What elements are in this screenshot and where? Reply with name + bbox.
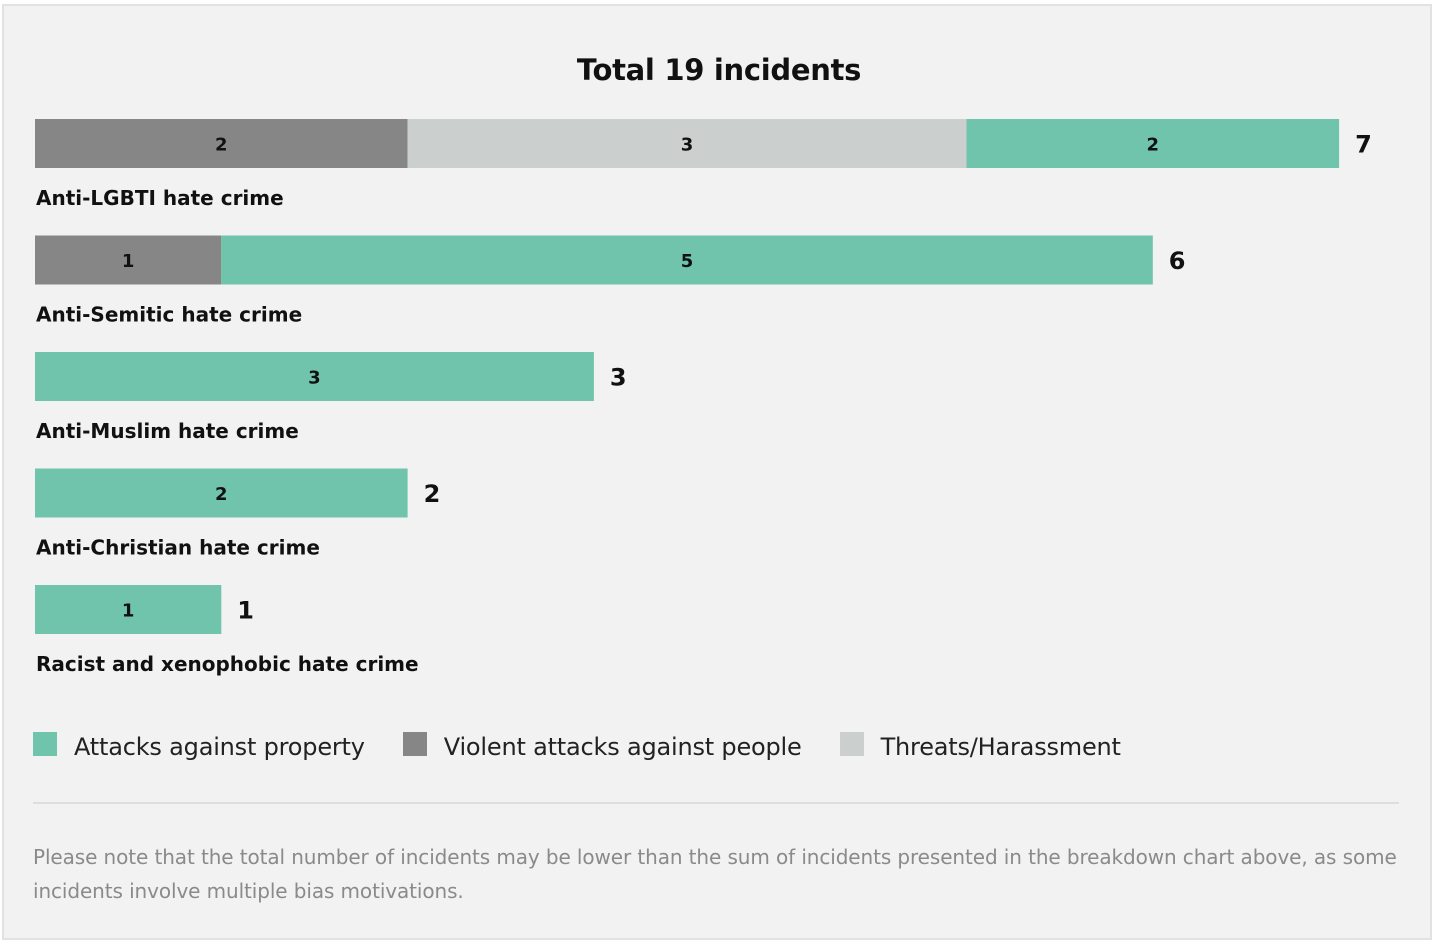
bar-value-label: 2 xyxy=(215,484,228,505)
legend-item-threats[interactable]: Threats/Harassment xyxy=(839,732,1121,761)
bar-total-label: 3 xyxy=(610,364,627,392)
footnote: Please note that the total number of inc… xyxy=(33,845,1397,903)
bar-value-label: 1 xyxy=(122,601,135,622)
divider xyxy=(33,802,1399,804)
stacked-bar-chart: 2 3 2 7 Anti-LGBTI hate crime 1 5 6 Anti-Semitic… xyxy=(35,119,1372,676)
bar-value-label: 5 xyxy=(681,251,694,272)
legend-item-property[interactable]: Attacks against property xyxy=(33,732,365,761)
bar-segment-anti-lgbti-hate-crime-attacks-against-property xyxy=(966,119,1340,168)
legend-swatch-property xyxy=(33,732,57,756)
bar-value-label: 2 xyxy=(1147,135,1160,156)
bar-segment-anti-muslim-hate-crime-attacks-against-property xyxy=(35,352,594,401)
legend-item-violent[interactable]: Violent attacks against people xyxy=(402,732,802,761)
chart-title: Total 19 incidents xyxy=(576,53,862,87)
bar-segment-anti-lgbti-hate-crime-violent-attacks-against-people xyxy=(35,119,408,168)
bar-segment-anti-lgbti-hate-crime-threats-harassment xyxy=(407,119,967,168)
legend-swatch-threats xyxy=(839,732,864,756)
bar-value-label: 3 xyxy=(308,368,321,389)
bar-value-label: 2 xyxy=(215,135,228,156)
category-label: Anti-LGBTI hate crime xyxy=(36,186,284,210)
category-label: Racist and xenophobic hate crime xyxy=(36,652,419,676)
category-label: Anti-Christian hate crime xyxy=(36,536,320,560)
legend-swatch-violent xyxy=(402,732,427,756)
bar-segment-racist-and-xenophobic-hate-crime-attacks-against-property xyxy=(35,585,222,634)
legend-label-property: Attacks against property xyxy=(74,733,365,761)
legend-label-threats: Threats/Harassment xyxy=(880,733,1121,761)
bar-segment-anti-christian-hate-crime-attacks-against-property xyxy=(35,468,408,518)
legend-label-violent: Violent attacks against people xyxy=(443,733,802,761)
bar-segment-anti-semitic-hate-crime-attacks-against-property xyxy=(221,235,1153,285)
bar-total-label: 1 xyxy=(237,597,254,625)
bar-total-label: 7 xyxy=(1355,131,1372,159)
bar-value-label: 1 xyxy=(122,251,135,272)
bar-total-label: 2 xyxy=(424,480,441,508)
bar-value-label: 3 xyxy=(681,135,694,156)
category-label: Anti-Muslim hate crime xyxy=(36,419,299,443)
chart-legend: Attacks against property Violent attacks… xyxy=(33,730,1159,764)
bar-total-label: 6 xyxy=(1169,247,1186,275)
category-label: Anti-Semitic hate crime xyxy=(36,303,302,327)
bar-segment-anti-semitic-hate-crime-violent-attacks-against-people xyxy=(35,235,222,285)
